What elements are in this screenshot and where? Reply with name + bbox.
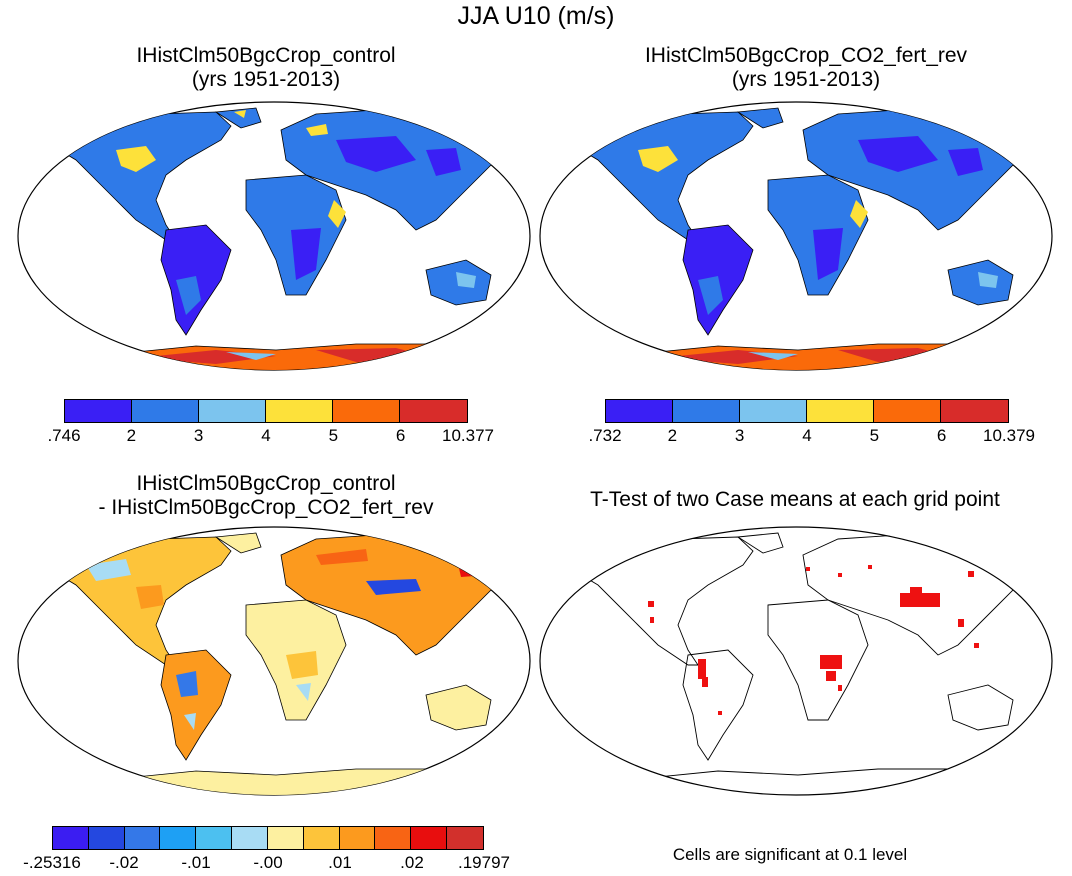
colorbar-swatch [606,400,673,422]
panel4-title-line1: T-Test of two Case means at each grid po… [590,488,1000,511]
colorbar-difference: -.25316 -.02 -.01 -.00 .01 .02 .19797 [23,826,510,876]
colorbar-swatch [400,400,467,422]
colorbar-label: 6 [395,426,406,445]
panel2-title: IHistClm50BgcCrop_CO2_fert_rev (yrs 1951… [556,44,1056,92]
colorbar-label: 6 [936,426,947,445]
colorbar-co2-fert-rev-boxes [605,399,1009,423]
colorbar-swatch [941,400,1008,422]
map-panel-difference [16,525,532,797]
colorbar-co2-fert-rev: .732 2 3 4 5 6 10.379 [588,399,1035,449]
colorbar-label: .746 [47,426,81,445]
colorbar-swatch [375,827,412,849]
coast-africa [767,599,869,721]
colorbar-swatch [199,400,266,422]
colorbar-label: -.02 [109,853,139,872]
panel2-title-line2: (yrs 1951-2013) [731,68,881,91]
colorbar-swatch [53,827,89,849]
colorbar-swatch [447,827,483,849]
colorbar-swatch [132,400,199,422]
colorbar-label: .732 [588,426,622,445]
map-panel-control [16,100,532,372]
colorbar-label: 4 [261,426,271,445]
colorbar-label: 2 [667,426,678,445]
panel3-title: IHistClm50BgcCrop_control - IHistClm50Bg… [16,472,516,520]
coast-north-america [577,536,754,666]
colorbar-label: 3 [734,426,745,445]
colorbar-swatch [88,827,125,849]
coast-south-america [682,649,754,761]
panel1-title-line2: (yrs 1951-2013) [191,68,341,91]
colorbar-label: 2 [126,426,137,445]
panel3-title-line2: - IHistClm50BgcCrop_CO2_fert_rev [98,496,434,519]
colorbar-label: .02 [400,853,424,872]
colorbar-swatch [266,400,333,422]
land-north-america [577,111,754,241]
colorbar-swatch [411,827,448,849]
panel4-title: T-Test of two Case means at each grid po… [530,488,1060,512]
map-panel-ttest [538,525,1054,797]
panel2-title-line1: IHistClm50BgcCrop_CO2_fert_rev [644,44,968,67]
colorbar-control-boxes [64,399,468,423]
colorbar-swatch [303,827,340,849]
colorbar-swatch [65,400,132,422]
colorbar-swatch [160,827,197,849]
panel1-title: IHistClm50BgcCrop_control (yrs 1951-2013… [16,44,516,92]
coast-australia [947,684,1014,731]
panel3-title-line1: IHistClm50BgcCrop_control [136,472,396,495]
colorbar-swatch [874,400,941,422]
land-australia [425,684,492,731]
colorbar-label: .01 [328,853,352,872]
colorbar-swatch [339,827,376,849]
colorbar-control: .746 2 3 4 5 6 10.377 [47,399,494,449]
significance-note: Cells are significant at 0.1 level [672,845,908,864]
colorbar-label: -.01 [181,853,211,872]
colorbar-label: -.00 [253,853,283,872]
colorbar-swatch [124,827,161,849]
colorbar-difference-boxes [52,826,484,850]
colorbar-label: -.25316 [23,853,81,872]
map-panel-co2-fert-rev [538,100,1054,372]
colorbar-label: 10.377 [442,426,494,445]
colorbar-label: 10.379 [983,426,1035,445]
colorbar-label: .19797 [458,853,510,872]
colorbar-swatch [740,400,807,422]
panel1-title-line1: IHistClm50BgcCrop_control [136,44,396,67]
colorbar-swatch [673,400,740,422]
land-north-america [55,111,232,241]
figure-title: JJA U10 (m/s) [457,2,615,30]
colorbar-swatch [232,827,268,849]
colorbar-swatch [807,400,874,422]
colorbar-label: 3 [193,426,204,445]
colorbar-swatch [196,827,233,849]
colorbar-swatch [267,827,304,849]
colorbar-label: 5 [869,426,880,445]
significant-cells [648,565,979,715]
colorbar-swatch [333,400,400,422]
colorbar-label: 4 [802,426,812,445]
colorbar-label: 5 [328,426,339,445]
